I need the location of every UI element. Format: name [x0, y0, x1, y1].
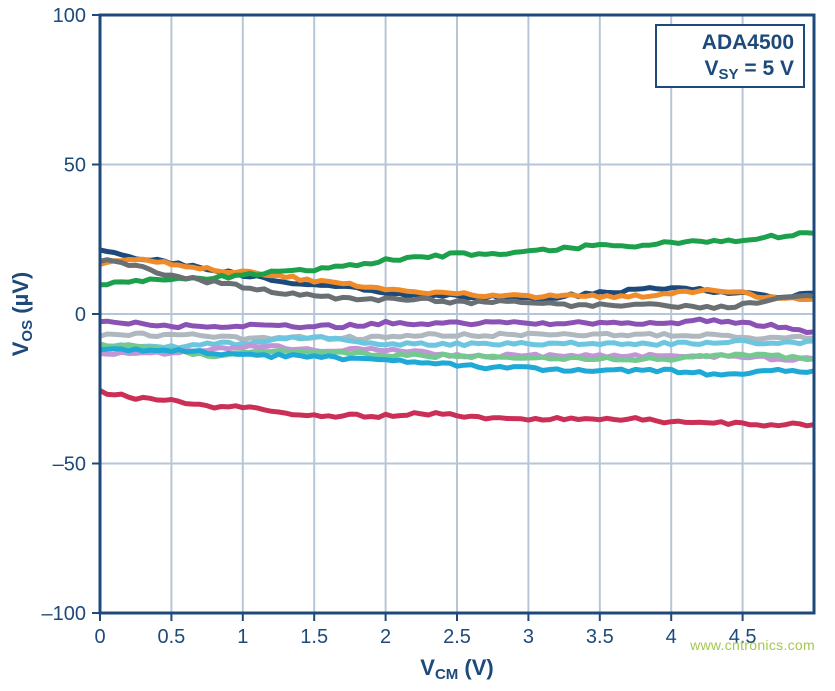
- annotation-line-2: VSY = 5 V: [705, 57, 794, 83]
- x-tick-label: 4.5: [729, 626, 757, 648]
- chart-container: 0 0.5 1 1.5 2 2.5 3 3.5 4 4.5 –100 –50 0 50 100 VCM (V)…: [0, 0, 835, 691]
- x-tick-label: 0.5: [157, 626, 185, 648]
- x-tick-label: 0: [94, 626, 105, 648]
- y-axis-label: VOS (µV): [8, 272, 36, 357]
- y-tick-label: –50: [53, 454, 86, 476]
- x-tick-label: 3: [523, 626, 534, 648]
- x-tick-label: 2.5: [443, 626, 471, 648]
- x-tick-label: 1: [237, 626, 248, 648]
- x-tick-label: 3.5: [586, 626, 614, 648]
- x-tick-label: 4: [666, 626, 677, 648]
- y-tick-label: –100: [42, 603, 87, 625]
- line-chart: 0 0.5 1 1.5 2 2.5 3 3.5 4 4.5 –100 –50 0 50 100 VCM (V)…: [0, 0, 835, 691]
- x-axis-label: VCM (V): [420, 655, 493, 683]
- y-tick-label: 100: [53, 5, 86, 27]
- x-tick-label: 2: [380, 626, 391, 648]
- y-tick-label: 50: [64, 155, 86, 177]
- y-tick-label: 0: [75, 304, 86, 326]
- x-tick-label: 1.5: [300, 626, 328, 648]
- annotation-line-1: ADA4500: [702, 31, 794, 54]
